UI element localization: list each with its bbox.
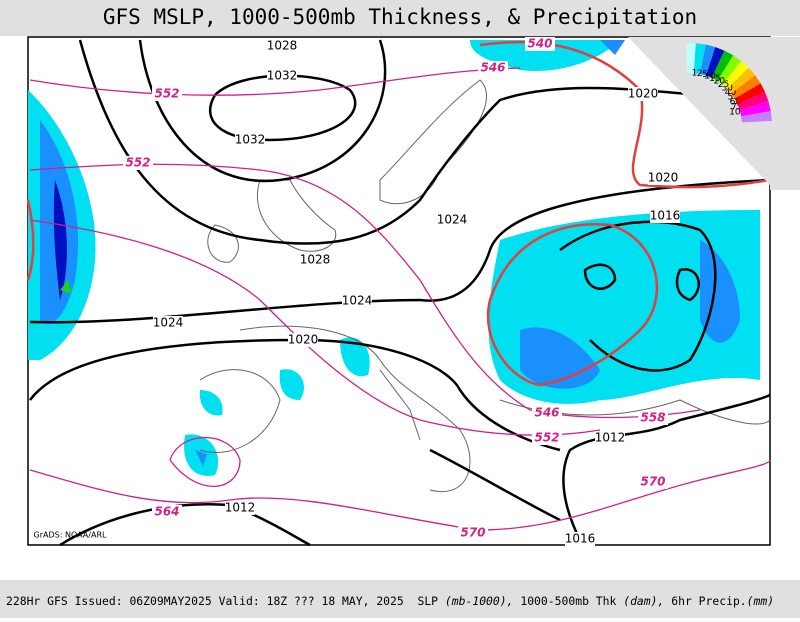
credit: GrADS: NOAA/ARL xyxy=(34,531,107,540)
label-bg xyxy=(478,61,508,75)
slp-label: 1012 xyxy=(225,501,256,515)
legend-panel xyxy=(628,37,800,190)
slp-label: 1028 xyxy=(267,39,298,53)
legend-label: 40 xyxy=(725,88,737,98)
legend-swatch xyxy=(717,55,742,85)
legend-swatch xyxy=(739,101,771,117)
precip xyxy=(28,40,760,476)
footer-text: 6hr Precip. xyxy=(671,594,747,608)
footer-text: 1000-500mb Thk xyxy=(520,594,617,608)
legend-label: 1 xyxy=(692,69,698,79)
thickness-label: 552 xyxy=(125,156,150,170)
legend-swatch xyxy=(722,61,749,89)
legend-swatch xyxy=(734,83,766,105)
legend-label: 2 xyxy=(697,69,703,79)
thickness-label: 570 xyxy=(460,526,485,540)
legend-swatch xyxy=(699,44,716,76)
footer-run: 228Hr GFS Issued: 06Z09MAY2025 Valid: 18… xyxy=(6,594,404,608)
label-bg xyxy=(288,333,318,347)
thickness-contours xyxy=(29,67,771,531)
slp-label: 1032 xyxy=(267,69,298,83)
label-bg xyxy=(595,431,625,445)
label-bg xyxy=(532,406,562,420)
legend-swatch xyxy=(706,47,725,78)
label-bg xyxy=(300,253,330,267)
thickness-label: 564 xyxy=(154,505,179,519)
label-bg xyxy=(152,87,182,101)
legend-swatch xyxy=(737,92,769,110)
legend-label: 50 xyxy=(727,93,739,103)
title: GFS MSLP, 1000-500mb Thickness, & Precip… xyxy=(0,0,800,36)
thickness-label: 540 xyxy=(527,37,552,51)
legend-swatch xyxy=(693,43,706,74)
slp-label: 1020 xyxy=(648,171,679,185)
legend-swatch xyxy=(731,75,761,99)
legend-label: 30 xyxy=(721,84,733,94)
legend-label: 20 xyxy=(714,77,726,87)
thickness-label: 546 xyxy=(534,406,559,420)
slp-label: 1032 xyxy=(235,133,266,147)
label-bg xyxy=(152,505,182,519)
label-bg xyxy=(650,209,680,223)
legend-label: 75 xyxy=(731,102,742,112)
legend-label: 60 xyxy=(730,97,742,107)
legend-swatch xyxy=(727,67,756,94)
slp-label: 1020 xyxy=(628,87,659,101)
label-bg xyxy=(638,475,668,489)
slp-label: 1028 xyxy=(300,253,331,267)
label-bg xyxy=(342,294,372,308)
thickness-label: 552 xyxy=(534,431,559,445)
label-bg xyxy=(638,411,668,425)
thickness-label: 552 xyxy=(154,87,179,101)
footer-text: SLP xyxy=(417,594,439,608)
footer: 228Hr GFS Issued: 06Z09MAY2025 Valid: 18… xyxy=(0,580,800,618)
legend-label: 10 xyxy=(704,72,716,82)
label-bg xyxy=(437,213,467,227)
footer-unit: (mm) xyxy=(746,594,775,608)
thickness-label: 546 xyxy=(480,61,505,75)
label-bg xyxy=(525,37,555,51)
label-bg xyxy=(532,431,562,445)
slp-label: 1016 xyxy=(565,532,596,546)
footer-unit: (mb-1000), xyxy=(444,594,514,608)
footer-unit: (dam), xyxy=(623,594,665,608)
legend-label: 100 xyxy=(729,108,746,118)
label-bg xyxy=(225,501,255,515)
slp-contours xyxy=(29,39,771,547)
label-bg xyxy=(565,532,595,546)
label-bg xyxy=(123,156,153,170)
label-bg xyxy=(267,39,297,53)
legend-swatch xyxy=(711,50,734,81)
label-bg xyxy=(267,69,297,83)
thickness-label: 558 xyxy=(640,411,665,425)
contour-labels: 1028 1032 1032 1024 1028 1024 1024 1020 1020 1020… xyxy=(123,37,681,546)
legend-label: 5 xyxy=(702,70,708,80)
slp-label: 1024 xyxy=(437,213,468,227)
legend-swatch xyxy=(741,111,772,123)
label-bg xyxy=(458,526,488,540)
label-bg xyxy=(628,87,658,101)
label-bg xyxy=(648,171,678,185)
legend-label: 25 xyxy=(718,80,729,90)
slp-label: 1020 xyxy=(288,333,319,347)
thickness-label: 570 xyxy=(640,475,665,489)
slp-label: 1024 xyxy=(153,316,184,330)
label-bg xyxy=(235,133,265,147)
slp-label: 1016 xyxy=(650,209,681,223)
label-bg xyxy=(153,316,183,330)
legend-label: 15 xyxy=(709,74,720,84)
slp-label: 1024 xyxy=(342,294,373,308)
slp-label: 1012 xyxy=(595,431,626,445)
legend-swatch xyxy=(685,43,696,74)
